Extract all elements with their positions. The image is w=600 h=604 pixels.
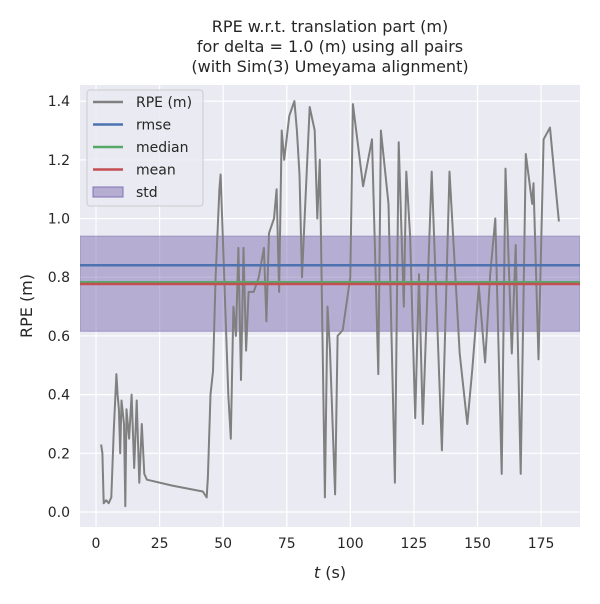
x-tick-label: 150 (464, 536, 491, 552)
x-axis-label-var: t (314, 563, 321, 582)
chart-title-line-2: for delta = 1.0 (m) using all pairs (197, 37, 463, 56)
x-tick-label: 25 (151, 536, 169, 552)
y-tick-label: 1.4 (48, 94, 70, 110)
y-tick-label: 0.2 (48, 446, 70, 462)
legend-label: mean (136, 163, 176, 179)
x-tick-label: 75 (278, 536, 296, 552)
legend-label: std (136, 185, 158, 201)
x-axis-label-unit: (s) (320, 563, 346, 582)
x-tick-label: 175 (528, 536, 555, 552)
x-axis-label: t (s) (314, 563, 346, 582)
legend-label: RPE (m) (136, 95, 192, 111)
legend-label: median (136, 140, 188, 156)
y-tick-label: 0.4 (48, 388, 70, 404)
x-tick-label: 125 (401, 536, 428, 552)
x-tick-label: 50 (214, 536, 232, 552)
chart-title-line-3: (with Sim(3) Umeyama alignment) (191, 57, 468, 76)
y-tick-label: 0.6 (48, 329, 70, 345)
legend-box (86, 89, 204, 207)
y-tick-label: 1.2 (48, 153, 70, 169)
legend-label: rmse (136, 118, 171, 134)
x-tick-label: 100 (337, 536, 364, 552)
y-axis-label: RPE (m) (17, 274, 36, 338)
y-tick-label: 0.8 (48, 270, 70, 286)
y-tick-label: 1.0 (48, 212, 70, 228)
x-tick-label: 0 (92, 536, 101, 552)
legend-swatch-std (92, 186, 124, 198)
rpe-series-line (100, 100, 560, 508)
chart-title-line-1: RPE w.r.t. translation part (m) (212, 17, 448, 36)
legend: RPE (m) rmse median mean std (86, 89, 204, 207)
y-tick-label: 0.0 (48, 505, 70, 521)
